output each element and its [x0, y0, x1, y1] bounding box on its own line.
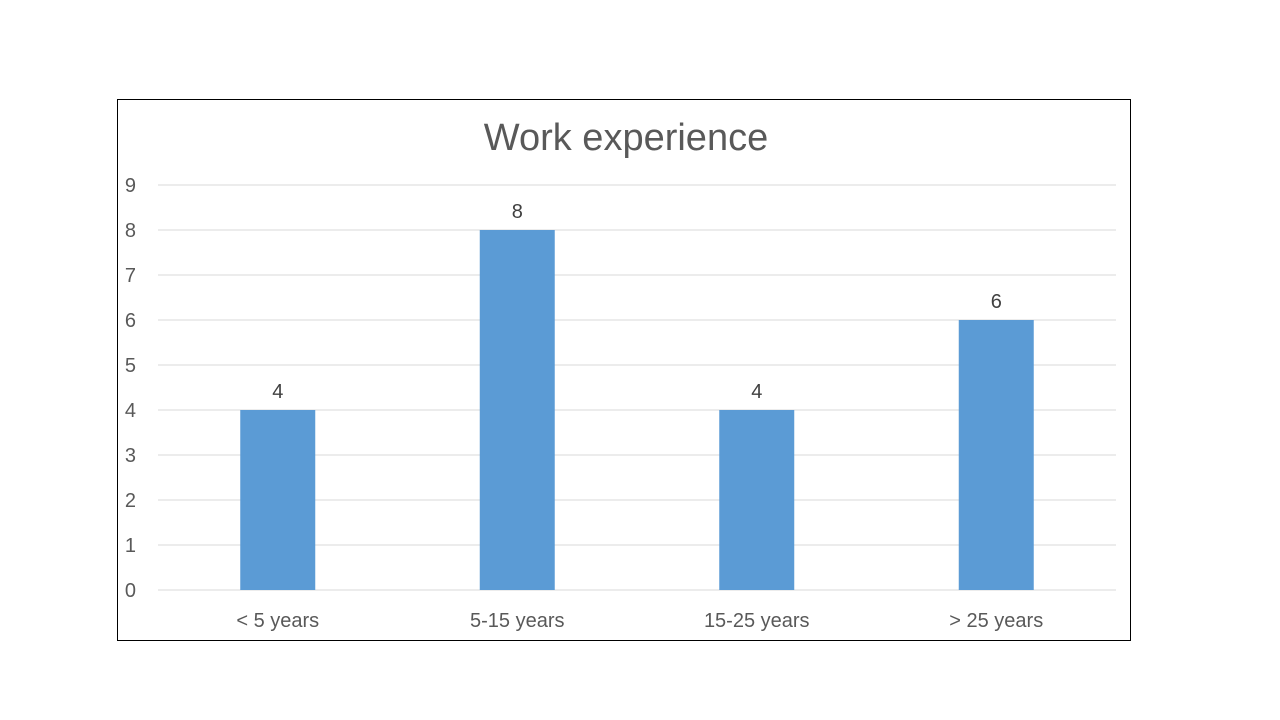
x-axis-tick-labels: < 5 years 5-15 years 15-25 years > 25 years: [236, 610, 1043, 632]
bar: [719, 410, 795, 590]
bar: [479, 230, 555, 590]
y-axis-tick-labels: 0 1 2 3 4 5 6 7 8 9: [125, 175, 136, 602]
y-tick-label: 4: [125, 400, 136, 422]
data-labels: 4 8 4 6: [272, 201, 1002, 403]
y-tick-label: 7: [125, 265, 136, 287]
data-label: 6: [991, 291, 1002, 313]
bar-chart: Work experience 0 1 2 3 4 5 6 7 8 9 4 8 4 6 < 5 year…: [125, 117, 1116, 632]
gridlines: [158, 184, 1116, 591]
y-tick-label: 8: [125, 220, 136, 242]
x-tick-label: 5-15 years: [470, 610, 565, 632]
bar: [240, 410, 316, 590]
bars: [240, 230, 1034, 590]
x-tick-label: > 25 years: [949, 610, 1043, 632]
y-tick-label: 0: [125, 580, 136, 602]
y-tick-label: 6: [125, 310, 136, 332]
y-tick-label: 3: [125, 445, 136, 467]
y-tick-label: 2: [125, 490, 136, 512]
x-tick-label: < 5 years: [236, 610, 319, 632]
bar: [958, 320, 1034, 590]
chart-frame: Work experience 0 1 2 3 4 5 6 7 8 9 4 8 4 6 < 5 year…: [117, 99, 1131, 641]
data-label: 4: [272, 381, 283, 403]
chart-title: Work experience: [484, 117, 768, 159]
y-tick-label: 5: [125, 355, 136, 377]
x-tick-label: 15-25 years: [704, 610, 810, 632]
data-label: 8: [512, 201, 523, 223]
y-tick-label: 9: [125, 175, 136, 197]
y-tick-label: 1: [125, 535, 136, 557]
data-label: 4: [751, 381, 762, 403]
